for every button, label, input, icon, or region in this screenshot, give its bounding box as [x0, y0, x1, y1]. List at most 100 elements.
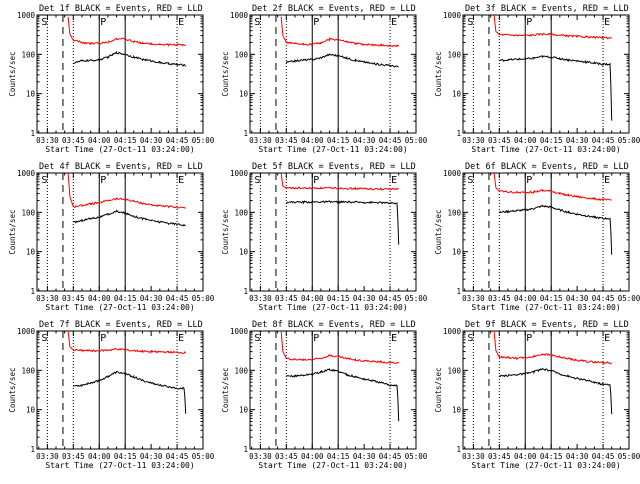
y-axis-label: Counts/sec	[8, 367, 17, 412]
y-axis-label: Counts/sec	[8, 51, 17, 96]
x-tick-label: 04:45	[166, 452, 189, 461]
interval-start-label: S	[467, 333, 473, 344]
interval-start-label: S	[41, 333, 47, 344]
lld-series-line	[67, 173, 186, 209]
x-tick-label: 04:15	[540, 452, 563, 461]
x-axis-label: Start Time (27-Oct-11 03:24:00)	[471, 461, 620, 470]
lld-series-line	[493, 172, 612, 203]
y-tick-label: 1000	[230, 169, 249, 178]
x-axis-label: Start Time (27-Oct-11 03:24:00)	[471, 145, 620, 154]
panel-title: Det 1f BLACK = Events, RED = LLD	[39, 4, 203, 14]
plot-frame	[249, 172, 417, 292]
y-tick-label: 1000	[230, 11, 249, 20]
x-tick-label: 03:45	[62, 452, 85, 461]
lld-series-line	[280, 173, 399, 192]
interval-start-label: S	[467, 17, 473, 28]
x-tick-label: 03:45	[275, 452, 298, 461]
lld-series-line	[493, 331, 613, 365]
y-tick-label: 1	[30, 129, 35, 138]
panel-title: Det 4f BLACK = Events, RED = LLD	[39, 162, 203, 172]
x-tick-label: 04:45	[592, 452, 615, 461]
x-tick-label: 04:00	[514, 452, 537, 461]
y-tick-label: 10	[239, 248, 249, 257]
detector-panel-9: Det 9f BLACK = Events, RED = LLD 1 10 100 10…	[434, 320, 640, 470]
y-tick-label: 10	[239, 90, 249, 99]
panel-title: Det 9f BLACK = Events, RED = LLD	[465, 320, 629, 330]
y-tick-label: 100	[21, 366, 35, 375]
x-tick-label: 03:30	[249, 294, 272, 303]
x-axis-label: Start Time (27-Oct-11 03:24:00)	[258, 145, 407, 154]
x-tick-label: 04:00	[88, 294, 111, 303]
y-tick-label: 1	[456, 129, 461, 138]
y-tick-label: 10	[452, 406, 462, 415]
panel-title: Det 5f BLACK = Events, RED = LLD	[252, 162, 416, 172]
x-axis-label: Start Time (27-Oct-11 03:24:00)	[45, 145, 194, 154]
lld-series-line	[67, 16, 187, 48]
x-tick-label: 05:00	[405, 452, 428, 461]
lld-series-line	[67, 330, 187, 355]
plot-frame	[249, 330, 417, 450]
x-tick-label: 04:30	[566, 136, 589, 145]
detector-panel-8: Det 8f BLACK = Events, RED = LLD 1 10 100 10…	[221, 320, 428, 470]
x-tick-label: 04:45	[166, 294, 189, 303]
x-tick-label: 04:30	[566, 294, 589, 303]
y-tick-label: 10	[452, 90, 462, 99]
y-tick-label: 100	[21, 208, 35, 217]
x-tick-label: 03:30	[462, 136, 485, 145]
x-tick-label: 04:45	[592, 294, 615, 303]
panel-title: Det 6f BLACK = Events, RED = LLD	[465, 162, 629, 172]
interval-peak-label: P	[100, 333, 106, 344]
y-axis-label: Counts/sec	[434, 51, 443, 96]
y-tick-label: 1000	[443, 11, 462, 20]
x-tick-label: 03:45	[62, 136, 85, 145]
x-tick-label: 05:00	[405, 136, 428, 145]
y-tick-label: 1	[456, 445, 461, 454]
y-tick-label: 10	[239, 406, 249, 415]
events-series-line	[73, 370, 187, 414]
y-tick-label: 100	[21, 50, 35, 59]
x-tick-label: 04:15	[114, 294, 137, 303]
detector-panel-5: Det 5f BLACK = Events, RED = LLD 1 10 100 10…	[221, 162, 428, 312]
interval-end-label: E	[178, 175, 184, 186]
plot-frame	[462, 330, 630, 450]
x-tick-label: 03:30	[249, 136, 272, 145]
detector-panel-3: Det 3f BLACK = Events, RED = LLD 1 10 100 10…	[434, 4, 640, 154]
events-series-line	[498, 204, 613, 255]
plot-frame	[462, 172, 630, 292]
detector-panel-1: Det 1f BLACK = Events, RED = LLD 1 10 100 10…	[8, 4, 215, 154]
y-axis-label: Counts/sec	[434, 367, 443, 412]
x-tick-label: 04:30	[353, 136, 376, 145]
interval-end-label: E	[604, 17, 610, 28]
x-tick-label: 04:15	[114, 136, 137, 145]
events-series-line	[286, 368, 400, 422]
interval-end-label: E	[391, 17, 397, 28]
interval-start-label: S	[254, 17, 260, 28]
y-tick-label: 1	[243, 129, 248, 138]
x-tick-label: 04:45	[379, 136, 402, 145]
x-tick-label: 04:00	[88, 136, 111, 145]
interval-end-label: E	[391, 333, 397, 344]
lld-series-line	[280, 16, 400, 48]
x-tick-label: 04:30	[353, 294, 376, 303]
x-tick-label: 04:45	[379, 294, 402, 303]
x-tick-label: 04:00	[301, 452, 324, 461]
events-series-line	[285, 199, 400, 245]
x-tick-label: 04:00	[514, 294, 537, 303]
x-tick-label: 04:30	[140, 136, 163, 145]
x-tick-label: 04:15	[327, 136, 350, 145]
interval-peak-label: P	[100, 175, 106, 186]
x-tick-label: 04:15	[327, 294, 350, 303]
detector-panel-6: Det 6f BLACK = Events, RED = LLD 1 10 100 10…	[434, 162, 640, 312]
x-axis-label: Start Time (27-Oct-11 03:24:00)	[45, 461, 194, 470]
x-tick-label: 05:00	[405, 294, 428, 303]
y-tick-label: 1000	[230, 327, 249, 336]
x-axis-label: Start Time (27-Oct-11 03:24:00)	[45, 303, 194, 312]
interval-start-label: S	[254, 175, 260, 186]
events-series-line	[72, 50, 187, 67]
x-tick-label: 03:30	[36, 294, 59, 303]
x-tick-label: 03:30	[36, 452, 59, 461]
x-tick-label: 03:30	[36, 136, 59, 145]
x-tick-label: 04:15	[327, 452, 350, 461]
y-axis-label: Counts/sec	[434, 209, 443, 254]
